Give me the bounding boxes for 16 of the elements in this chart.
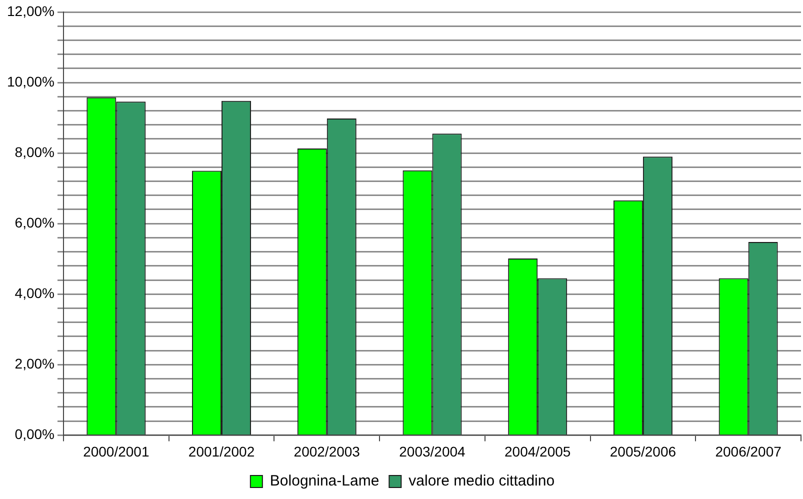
y-tick-label: 2,00% xyxy=(14,356,54,372)
x-tick-label: 2001/2002 xyxy=(188,443,255,460)
x-tick-label: 2005/2006 xyxy=(610,443,676,460)
legend-label: valore medio cittadino xyxy=(408,472,555,490)
y-tick-label: 6,00% xyxy=(14,214,54,230)
y-tick-label: 4,00% xyxy=(14,284,54,301)
x-tick-label: 2004/2005 xyxy=(504,443,571,460)
y-tick-label: 0,00% xyxy=(14,426,54,442)
y-tick-label: 8,00% xyxy=(14,144,54,160)
x-tick-label: 2002/2003 xyxy=(294,443,360,460)
y-tick-label: 10,00% xyxy=(7,73,54,90)
x-tick-label: 2006/2007 xyxy=(715,443,782,460)
legend-label: Bolognina-Lame xyxy=(270,472,380,490)
x-tick-label: 2003/2004 xyxy=(399,443,466,460)
x-tick-label: 2000/2001 xyxy=(83,443,150,460)
y-tick-label: 12,00% xyxy=(7,2,54,19)
